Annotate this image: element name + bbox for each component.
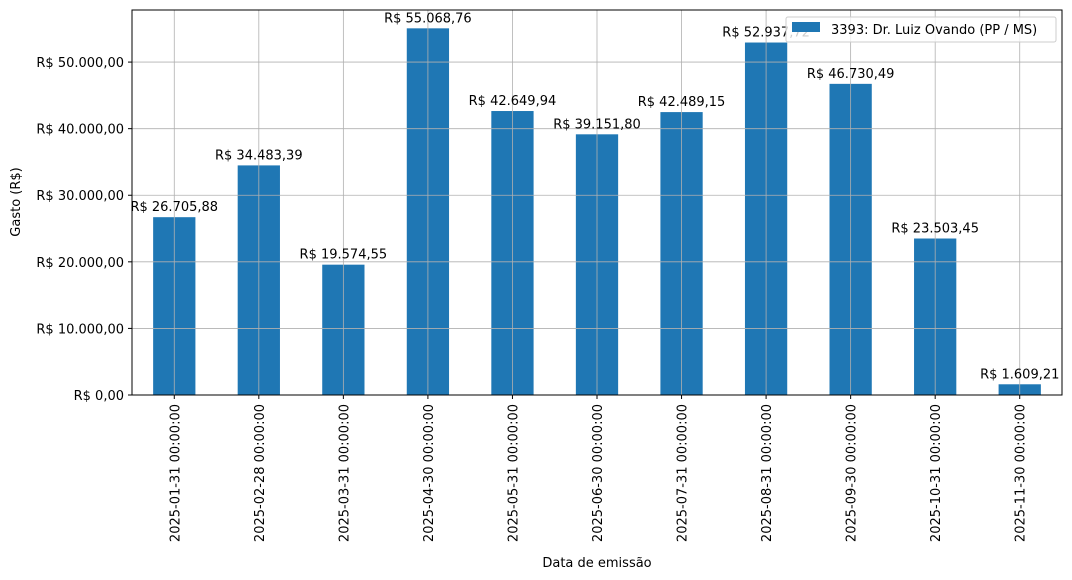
x-axis-ticks: 2025-01-31 00:00:00 2025-02-28 00:00:00 20… (168, 395, 1029, 542)
bar-value-label: R$ 23.503,45 (891, 222, 979, 237)
x-tick-label: 2025-06-30 00:00:00 (591, 404, 606, 542)
bar-value-label: R$ 39.151,80 (553, 117, 641, 132)
y-tick-label: R$ 30.000,00 (36, 189, 124, 204)
x-tick-label: 2025-10-31 00:00:00 (929, 404, 944, 542)
legend: 3393: Dr. Luiz Ovando (PP / MS) (785, 16, 1057, 43)
y-tick-label: R$ 10.000,00 (36, 322, 124, 337)
x-tick-label: 2025-11-30 00:00:00 (1014, 404, 1029, 542)
bar-value-label: R$ 42.489,15 (638, 95, 726, 110)
x-tick-label: 2025-03-31 00:00:00 (337, 404, 352, 542)
x-tick-label: 2025-08-31 00:00:00 (760, 404, 775, 542)
bar-value-labels: R$ 26.705,88 R$ 34.483,39 R$ 19.574,55 R$ 5… (130, 11, 1059, 382)
legend-box (785, 16, 1057, 43)
x-tick-label: 2025-09-30 00:00:00 (845, 404, 860, 542)
bar-value-label: R$ 55.068,76 (384, 11, 472, 26)
legend-color-patch (792, 22, 820, 32)
bar-value-label: R$ 1.609,21 (980, 367, 1059, 382)
bar-value-label: R$ 42.649,94 (469, 94, 557, 109)
y-tick-label: R$ 0,00 (74, 389, 124, 404)
y-axis-label: Gasto (R$) (9, 167, 24, 236)
bar-value-label: R$ 26.705,88 (130, 200, 218, 215)
bar-value-label: R$ 34.483,39 (215, 148, 303, 163)
x-tick-label: 2025-04-30 00:00:00 (422, 404, 437, 542)
x-tick-label: 2025-05-31 00:00:00 (506, 404, 521, 542)
x-axis-label: Data de emissão (542, 556, 651, 571)
x-tick-label: 2025-01-31 00:00:00 (168, 404, 183, 542)
bar-value-label: R$ 19.574,55 (300, 248, 388, 263)
y-tick-label: R$ 40.000,00 (36, 123, 124, 138)
y-tick-label: R$ 20.000,00 (36, 256, 124, 271)
x-tick-label: 2025-07-31 00:00:00 (676, 404, 691, 542)
y-tick-label: R$ 50.000,00 (36, 56, 124, 71)
x-tick-label: 2025-02-28 00:00:00 (253, 404, 268, 542)
y-axis-ticks: R$ 0,00 R$ 10.000,00 R$ 20.000,00 R$ 30.000… (36, 56, 132, 404)
bar-value-label: R$ 46.730,49 (807, 67, 895, 82)
legend-label: 3393: Dr. Luiz Ovando (PP / MS) (831, 23, 1037, 38)
